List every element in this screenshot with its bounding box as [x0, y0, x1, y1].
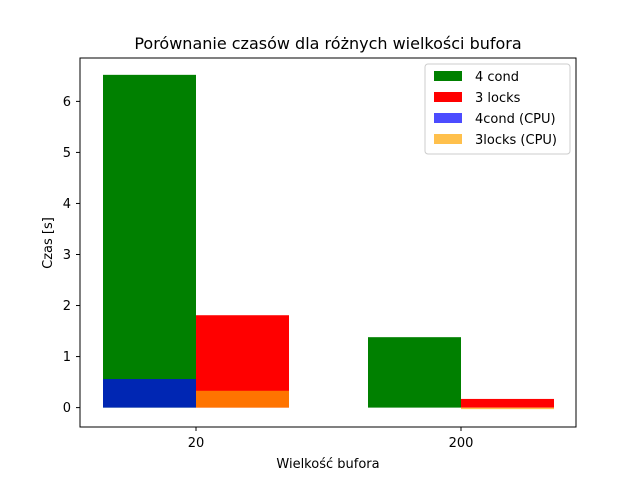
bar-3-locks-200: [461, 398, 554, 408]
plot-frame: [79, 57, 577, 428]
bar-4-cond-20: [103, 74, 196, 408]
y-tick-label: 0: [63, 401, 71, 416]
legend: 4 cond 3 locks 4cond (CPU) 3locks (CPU): [424, 63, 571, 155]
bar-3locks-cpu--20: [196, 390, 289, 408]
chart-title: Porównanie czasów dla różnych wielkości …: [134, 34, 521, 53]
legend-swatch: [434, 92, 462, 102]
bar-3locks-cpu--200: [461, 407, 554, 410]
x-tick-label: 20: [188, 436, 205, 451]
x-axis: 20 200: [188, 427, 474, 451]
bars-layer: [103, 74, 554, 410]
y-tick-label: 4: [63, 197, 71, 212]
y-tick-label: 3: [63, 248, 71, 263]
legend-swatch: [434, 134, 462, 144]
y-axis: 0 1 2 3 4 5 6: [63, 95, 80, 416]
x-axis-label: Wielkość bufora: [276, 457, 379, 472]
y-axis-label: Czas [s]: [41, 217, 56, 269]
legend-label: 3 locks: [475, 91, 521, 106]
y-tick-label: 2: [63, 299, 71, 314]
x-tick-label: 200: [449, 436, 474, 451]
legend-label: 3locks (CPU): [475, 133, 557, 148]
legend-swatch: [434, 113, 462, 123]
legend-label: 4cond (CPU): [475, 112, 556, 127]
y-tick-label: 1: [63, 350, 71, 365]
legend-box: [424, 63, 571, 155]
bar-4cond-cpu--20: [103, 379, 196, 408]
bar-4-cond-200: [368, 337, 461, 408]
y-tick-label: 6: [63, 95, 71, 110]
legend-label: 4 cond: [475, 70, 519, 85]
legend-swatch: [434, 71, 462, 81]
y-tick-label: 5: [63, 146, 71, 161]
